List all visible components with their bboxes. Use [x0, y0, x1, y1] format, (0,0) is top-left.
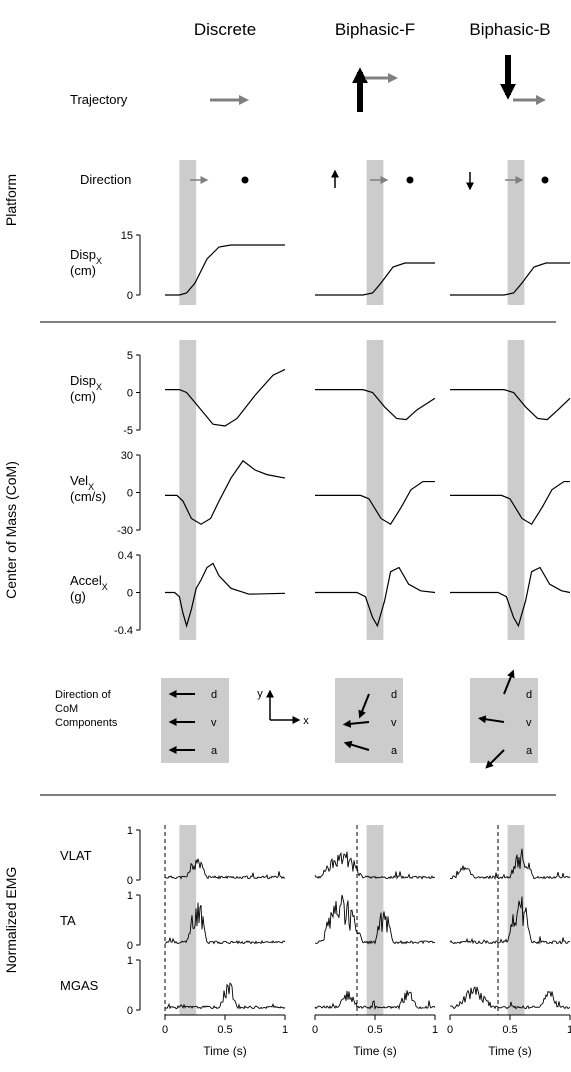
- svg-text:30: 30: [121, 450, 133, 462]
- svg-text:1: 1: [432, 1024, 438, 1036]
- svg-text:-30: -30: [117, 525, 133, 537]
- svg-text:1: 1: [282, 1024, 288, 1036]
- svg-text:0: 0: [127, 940, 133, 952]
- section-label: Platform: [3, 174, 19, 226]
- svg-text:0.5: 0.5: [367, 1024, 382, 1036]
- svg-text:0: 0: [312, 1024, 318, 1036]
- svg-text:0: 0: [127, 488, 133, 500]
- svg-text:(g): (g): [70, 589, 86, 604]
- svg-text:1: 1: [127, 825, 133, 837]
- svg-text:-5: -5: [123, 425, 133, 437]
- trajectory-label: Trajectory: [70, 92, 128, 107]
- com-components-label: CoM: [55, 703, 78, 715]
- section-label: Center of Mass (CoM): [3, 461, 19, 599]
- shade-band: [179, 160, 196, 305]
- svg-text:-0.4: -0.4: [114, 625, 133, 637]
- shade-band: [508, 340, 525, 640]
- emg-row-label: VLAT: [60, 848, 92, 863]
- svg-text:y: y: [257, 688, 263, 700]
- svg-text:v: v: [211, 717, 217, 729]
- svg-text:d: d: [211, 689, 217, 701]
- svg-text:x: x: [303, 715, 309, 727]
- time-axis-label: Time (s): [353, 1044, 397, 1058]
- svg-text:a: a: [526, 745, 533, 757]
- svg-text:1: 1: [567, 1024, 571, 1036]
- svg-text:(cm/s): (cm/s): [70, 489, 106, 504]
- shade-band: [179, 340, 196, 640]
- scientific-figure: Discrete Biphasic-F Biphasic-B Platform Cent…: [0, 0, 571, 1072]
- svg-text:0.5: 0.5: [502, 1024, 517, 1036]
- com-components-label: Components: [55, 717, 118, 729]
- column-header: Biphasic-F: [335, 20, 415, 39]
- svg-text:0: 0: [127, 1005, 133, 1017]
- svg-text:5: 5: [127, 350, 133, 362]
- svg-text:a: a: [211, 745, 218, 757]
- emg-row-label: TA: [60, 913, 76, 928]
- svg-text:0: 0: [162, 1024, 168, 1036]
- svg-text:d: d: [526, 689, 532, 701]
- svg-text:0: 0: [127, 388, 133, 400]
- svg-text:(cm): (cm): [70, 389, 96, 404]
- column-header: Discrete: [194, 20, 256, 39]
- svg-text:1: 1: [127, 890, 133, 902]
- emg-row-label: MGAS: [60, 978, 99, 993]
- svg-text:1: 1: [127, 955, 133, 967]
- section-label: Normalized EMG: [3, 867, 19, 974]
- time-axis-label: Time (s): [488, 1044, 532, 1058]
- column-header: Biphasic-B: [469, 20, 550, 39]
- svg-text:a: a: [391, 745, 398, 757]
- com-components-label: Direction of: [55, 689, 112, 701]
- svg-text:0: 0: [447, 1024, 453, 1036]
- svg-text:15: 15: [121, 230, 133, 242]
- svg-text:0: 0: [127, 875, 133, 887]
- svg-text:0: 0: [127, 588, 133, 600]
- shade-band: [367, 340, 384, 640]
- svg-text:0: 0: [127, 290, 133, 302]
- time-axis-label: Time (s): [203, 1044, 247, 1058]
- svg-text:0.5: 0.5: [217, 1024, 232, 1036]
- direction-label: Direction: [80, 172, 131, 187]
- svg-text:0.4: 0.4: [118, 550, 133, 562]
- svg-text:v: v: [526, 717, 532, 729]
- svg-text:d: d: [391, 689, 397, 701]
- svg-text:(cm): (cm): [70, 263, 96, 278]
- svg-text:v: v: [391, 717, 397, 729]
